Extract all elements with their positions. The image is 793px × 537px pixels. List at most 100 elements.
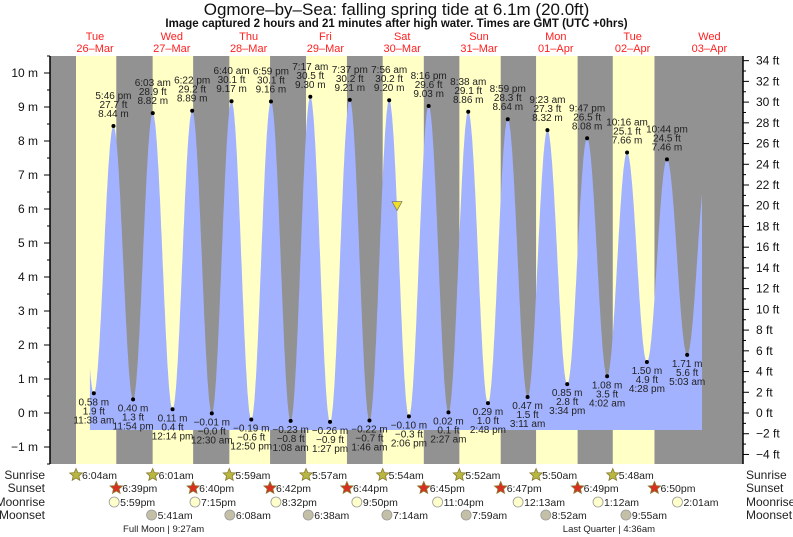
tide-point: [426, 103, 431, 108]
water-level-area: [89, 96, 703, 431]
moonset-icon: [620, 509, 632, 521]
moonset-icon: [540, 509, 552, 521]
tide-height-ft: 5.6 ft: [676, 368, 698, 379]
axes: −1 m 0 m 1 m 2 m 3 m 4 m 5 m 6 m 7 m 8 m 9 m 10 m −4…: [11, 54, 780, 465]
moonrise-icon: [432, 496, 444, 508]
tide-point: [406, 414, 411, 419]
tide-height-ft: 25.1 ft: [613, 127, 641, 138]
right-tick-label: 26 ft: [756, 137, 780, 151]
tide-height-ft: 1.5 ft: [516, 410, 538, 421]
tide-time: 12:14 pm: [152, 431, 194, 442]
tide-point: [505, 117, 510, 122]
left-tick-label: 3 m: [18, 304, 38, 318]
low-tide-mark: 1.71 m5.6 ft5:03 am: [669, 352, 705, 388]
day-name-label: Wed: [161, 31, 183, 43]
tide-height-m: 8.08 m: [572, 121, 603, 132]
sunset-time: 6:42pm: [276, 483, 311, 495]
tide-time: 2:27 am: [430, 434, 466, 445]
right-tick-label: 24 ft: [756, 157, 780, 171]
tide-time: 7:37 pm: [332, 65, 368, 76]
tide-point: [585, 136, 590, 141]
moonset-icon: [146, 509, 157, 521]
tide-height-m: 1.50 m: [632, 366, 663, 377]
tide-time: 1:27 pm: [312, 444, 348, 455]
day-name-label: Tue: [86, 31, 105, 43]
day-date-label: 02–Apr: [615, 43, 651, 55]
tide-height-ft: 29.6 ft: [415, 80, 443, 91]
sun-icon: [222, 467, 237, 482]
tide-time: 8:59 pm: [490, 84, 526, 95]
moonrise-time: 7:15pm: [201, 497, 236, 509]
row-label-moonrise: Moonrise: [0, 495, 45, 509]
tide-height-m: 1.08 m: [592, 380, 623, 391]
tide-height-ft: 30.1 ft: [218, 75, 246, 86]
sunrise-time: 6:01am: [159, 470, 194, 482]
sunrise-time: 5:59am: [235, 470, 270, 482]
low-tide-mark: 0.29 m1.0 ft2:48 pm: [470, 401, 506, 436]
moonrise-icon: [270, 496, 282, 508]
tide-point: [387, 98, 392, 103]
left-tick-label: 6 m: [18, 202, 38, 216]
sunset-icon: [109, 480, 124, 495]
sunset-icon: [647, 480, 662, 495]
tide-point: [605, 374, 610, 379]
tide-height-m: −0.26 m: [312, 426, 348, 437]
tide-height-m: 0.47 m: [512, 401, 543, 412]
tide-height-ft: 1.9 ft: [83, 406, 105, 417]
sunrise-time: 5:52am: [465, 470, 500, 482]
tide-height-ft: −0.8 ft: [277, 434, 305, 445]
tide-point: [625, 150, 630, 155]
right-tick-label: 4 ft: [756, 365, 773, 379]
row-label-sunrise: Sunrise: [4, 468, 45, 482]
left-tick-label: 7 m: [18, 168, 38, 182]
tide-time: 6:22 pm: [174, 76, 210, 87]
right-tick-label: 34 ft: [756, 54, 780, 68]
tide-height-m: −0.10 m: [391, 420, 427, 431]
tide-point: [685, 352, 690, 357]
row-label-sunrise-right: Sunrise: [746, 468, 787, 482]
sunset-icon: [262, 480, 278, 495]
tide-height-ft: 29.1 ft: [454, 86, 482, 97]
tide-time: 4:28 pm: [629, 384, 665, 395]
right-tick-label: 2 ft: [756, 385, 773, 399]
sunrise-time: 5:57am: [312, 470, 347, 482]
left-tick-label: 10 m: [11, 66, 38, 80]
tide-height-ft: 0.1 ft: [437, 425, 459, 436]
tide-height-m: 1.71 m: [672, 359, 703, 370]
sun-icon: [375, 467, 390, 482]
row-label-sunset-right: Sunset: [746, 481, 784, 495]
tide-height-m: −0.23 m: [272, 425, 308, 436]
tide-time: 2:06 pm: [391, 438, 427, 449]
sunrise-time: 5:48am: [619, 470, 654, 482]
sunset-icon: [493, 480, 508, 495]
tide-time: 12:50 pm: [230, 441, 272, 452]
tide-height-m: 0.85 m: [552, 388, 583, 399]
moonset-icon: [460, 509, 472, 521]
moonset-icon: [224, 509, 236, 521]
right-tick-label: 14 ft: [756, 261, 780, 275]
moonset-icon: [302, 509, 314, 521]
moon-phase-label: Full Moon | 9:27am: [123, 524, 204, 535]
day-date-label: 01–Apr: [538, 43, 574, 55]
astronomy-rows: Sunrise Sunset Moonrise Moonset Sunrise …: [0, 467, 793, 535]
tide-time: 10:44 pm: [646, 124, 688, 135]
moonrise-time: 12:13am: [524, 497, 565, 509]
moonrise-time: 1:12am: [604, 497, 639, 509]
low-tide-mark: −0.23 m−0.8 ft1:08 am: [272, 418, 309, 454]
sunset-time: 6:39pm: [122, 483, 157, 495]
right-tick-label: 6 ft: [756, 344, 773, 358]
tide-height-m: 0.11 m: [158, 413, 188, 424]
moonset-time: 5:41am: [158, 510, 193, 522]
tide-height-m: 9.03 m: [413, 89, 444, 100]
moonrise-icon: [108, 496, 120, 508]
sunset-time: 6:50pm: [660, 483, 695, 495]
tide-height-ft: 4.9 ft: [636, 375, 658, 386]
